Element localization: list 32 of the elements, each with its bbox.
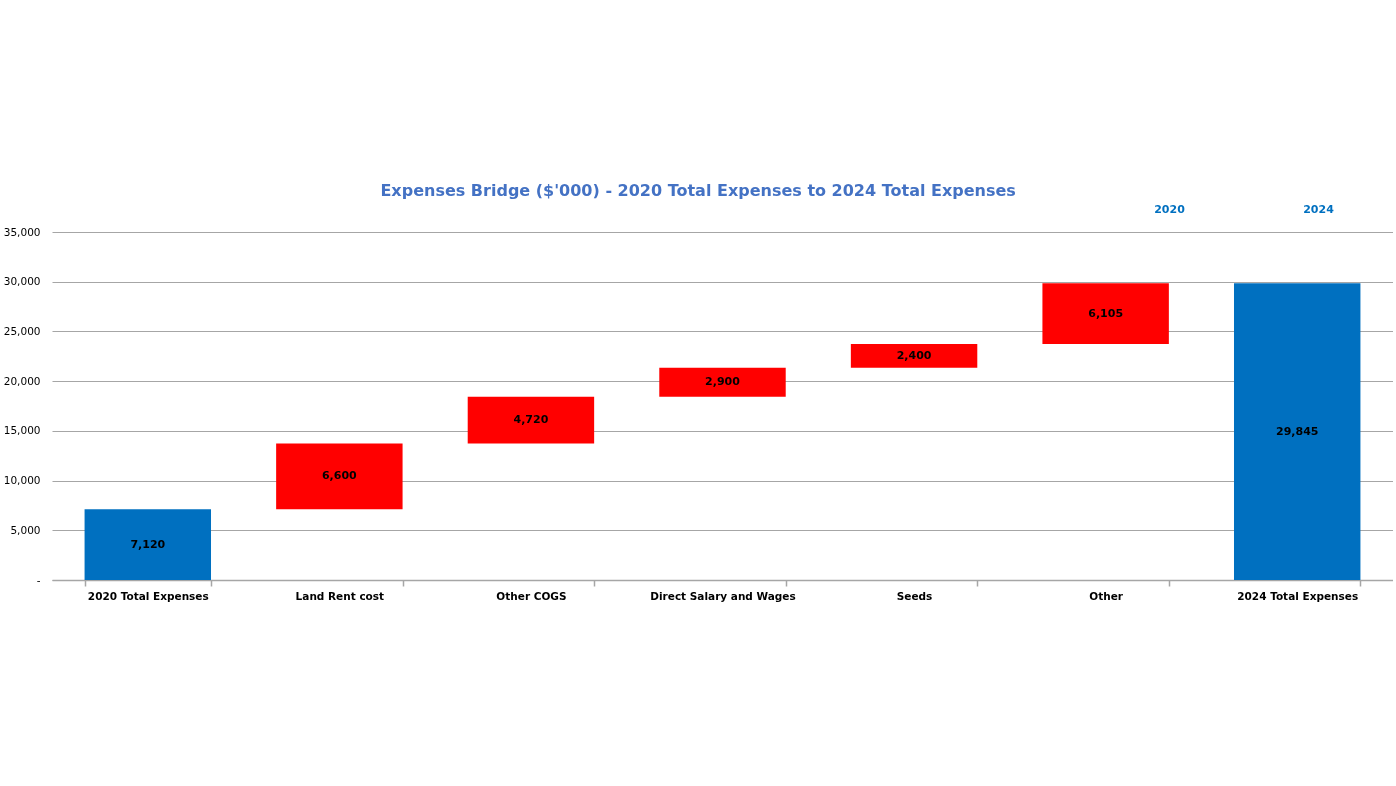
x-tick-label: Direct Salary and Wages — [650, 589, 796, 602]
bar — [850, 343, 978, 368]
chart-title: Expenses Bridge ($'000) - 2020 Total Expenses to 2024 Total Expenses — [380, 181, 1016, 200]
bar — [276, 443, 403, 510]
bar — [84, 509, 211, 580]
text: 2024 — [1303, 203, 1335, 216]
y-tick-label: 15,000 — [3, 424, 41, 437]
y-tick-label: 25,000 — [3, 324, 41, 337]
data-label: 2,900 — [705, 375, 741, 389]
x-tick-label: Seeds — [896, 589, 933, 602]
bar — [659, 367, 786, 397]
data-label: 2,400 — [896, 348, 932, 362]
y-tick-label: - — [36, 573, 41, 586]
x-tick-label: Other COGS — [496, 589, 567, 602]
y-tick-label: 5,000 — [10, 523, 41, 536]
y-tick-label: 30,000 — [3, 275, 41, 288]
x-tick-label: 2024 Total Expenses — [1237, 589, 1359, 602]
x-tick-label: Land Rent cost — [295, 589, 385, 602]
data-label: 6,600 — [321, 469, 358, 483]
bar — [1042, 283, 1169, 344]
y-tick-label: 20,000 — [3, 374, 41, 387]
y-tick-label: 10,000 — [3, 474, 41, 487]
data-label: 7,120 — [130, 537, 166, 551]
x-tick-label: Other — [1089, 589, 1124, 602]
x-tick-label: 2020 Total Expenses — [87, 589, 209, 602]
data-label: 6,105 — [1088, 306, 1124, 320]
data-label: 4,720 — [513, 413, 549, 427]
bar — [467, 396, 595, 444]
data-label: 29,845 — [1275, 424, 1319, 438]
text: 2020 — [1154, 203, 1186, 216]
y-tick-label: 35,000 — [3, 225, 41, 238]
bar — [1234, 283, 1361, 580]
